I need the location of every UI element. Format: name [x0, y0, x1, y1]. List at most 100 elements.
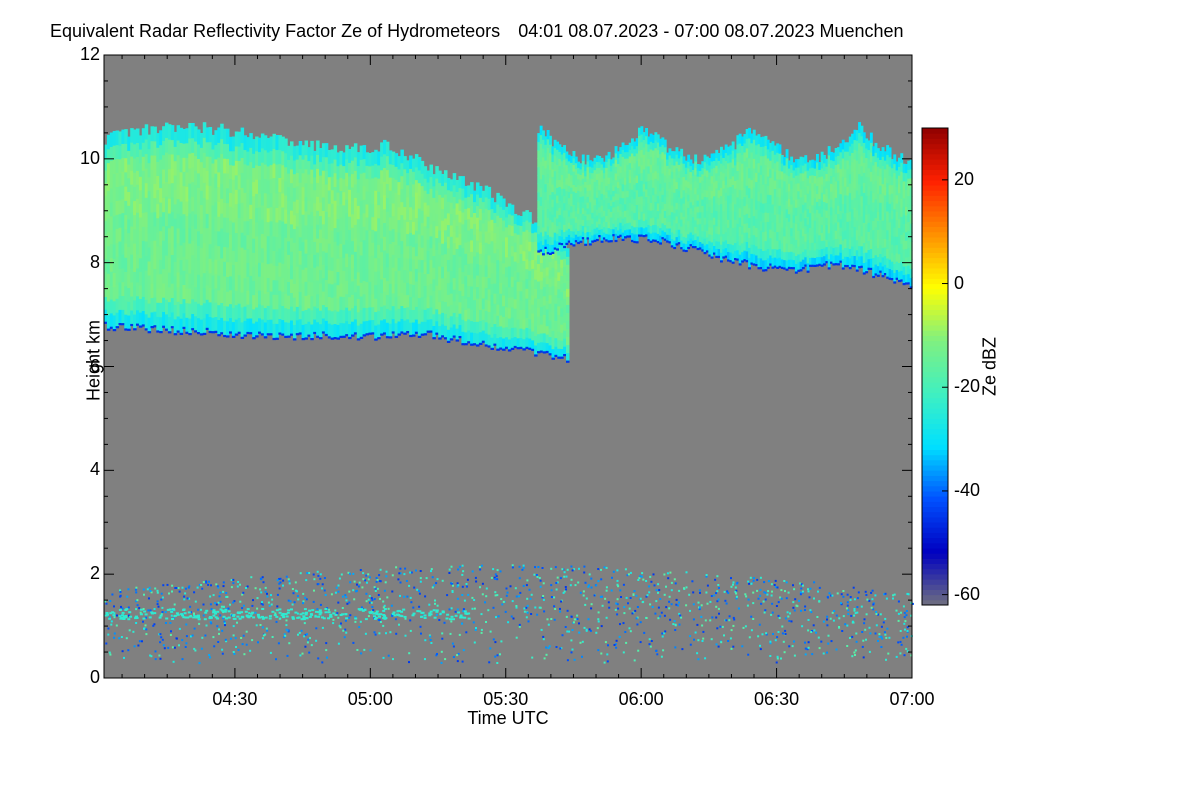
heat-cell [522, 289, 526, 301]
heat-cell [432, 325, 436, 338]
clutter-pixel [786, 611, 789, 614]
heat-cell [778, 239, 782, 250]
heat-cell [391, 190, 396, 204]
heat-cell [121, 143, 125, 158]
heat-cell [567, 240, 571, 243]
clutter-pixel [588, 584, 590, 587]
heat-cell [701, 230, 705, 238]
heat-cell [258, 248, 262, 263]
heat-cell [348, 162, 352, 177]
heat-cell [577, 236, 580, 243]
heat-cell [423, 190, 428, 203]
heat-cell [734, 180, 737, 189]
heat-cell [762, 165, 765, 176]
heat-cell [612, 179, 616, 186]
heat-cell [738, 161, 742, 172]
heat-cell [624, 177, 627, 185]
heat-cell [860, 215, 864, 227]
heat-cell [801, 212, 805, 221]
heat-cell [698, 200, 702, 207]
heat-cell [298, 250, 303, 265]
heat-cell [720, 211, 723, 221]
heat-cell [400, 227, 404, 242]
heat-cell [141, 240, 146, 255]
heat-cell [705, 243, 709, 251]
heat-cell [496, 192, 500, 205]
heat-cell [698, 164, 702, 171]
heat-cell [377, 204, 381, 219]
heat-cell [663, 210, 667, 218]
heat-cell [185, 288, 189, 304]
heat-cell [371, 229, 375, 243]
heat-cell [717, 197, 721, 205]
heat-cell [556, 225, 559, 234]
heat-cell [313, 267, 317, 281]
heat-cell [444, 194, 448, 207]
heat-cell [507, 328, 512, 340]
heat-cell [231, 250, 236, 266]
heat-cell [757, 219, 761, 230]
heat-cell [762, 231, 765, 242]
heat-cell [656, 164, 660, 173]
heat-cell [799, 156, 803, 166]
heat-cell [397, 181, 401, 195]
heat-cell [591, 183, 595, 191]
heat-cell [900, 189, 904, 199]
clutter-pixel [378, 632, 381, 635]
heat-cell [710, 241, 714, 250]
heat-cell [290, 141, 294, 156]
heat-cell [820, 167, 824, 177]
heat-cell [214, 287, 218, 303]
heat-cell [229, 220, 233, 235]
heat-cell [461, 235, 465, 249]
heat-cell [231, 150, 236, 166]
heat-cell [705, 183, 709, 191]
heat-cell [284, 321, 288, 337]
heat-cell [823, 178, 826, 187]
heat-cell [313, 163, 317, 178]
heat-cell [595, 203, 599, 210]
heat-cell [581, 160, 585, 167]
heat-cell [598, 235, 602, 238]
heat-cell [560, 251, 564, 260]
heat-cell [816, 225, 819, 234]
heat-cell [696, 229, 700, 237]
heat-cell [907, 160, 911, 170]
heat-cell [694, 200, 698, 208]
heat-cell [698, 241, 702, 248]
heat-cell [879, 159, 883, 169]
heat-cell [537, 307, 541, 317]
heat-cell [841, 258, 845, 268]
heat-cell [881, 275, 885, 278]
heat-cell [572, 231, 576, 239]
heat-cell [570, 180, 573, 188]
heat-cell [199, 247, 204, 263]
heat-cell [539, 306, 544, 316]
heat-cell [738, 207, 742, 218]
feature-0 [104, 122, 570, 363]
heat-cell [778, 161, 782, 172]
heat-cell [173, 175, 178, 190]
heat-cell [211, 317, 215, 332]
heat-cell [900, 252, 904, 262]
heat-cell [729, 145, 733, 155]
heat-cell [104, 207, 108, 222]
heat-cell [432, 209, 436, 222]
heat-cell [558, 151, 562, 159]
heat-cell [205, 156, 210, 171]
heat-cell [240, 217, 245, 233]
heat-cell [554, 268, 558, 278]
heat-cell [278, 163, 282, 178]
heat-cell [609, 193, 613, 201]
heat-cell [449, 224, 454, 237]
heat-cell [717, 189, 721, 198]
heat-cell [510, 347, 515, 350]
heat-cell [127, 260, 131, 275]
heat-cell [136, 240, 140, 255]
heat-cell [359, 186, 364, 201]
heat-cell [336, 324, 340, 339]
heat-cell [876, 247, 880, 258]
heat-cell [766, 230, 770, 241]
heat-cell [570, 218, 573, 225]
heat-cell [769, 168, 773, 178]
